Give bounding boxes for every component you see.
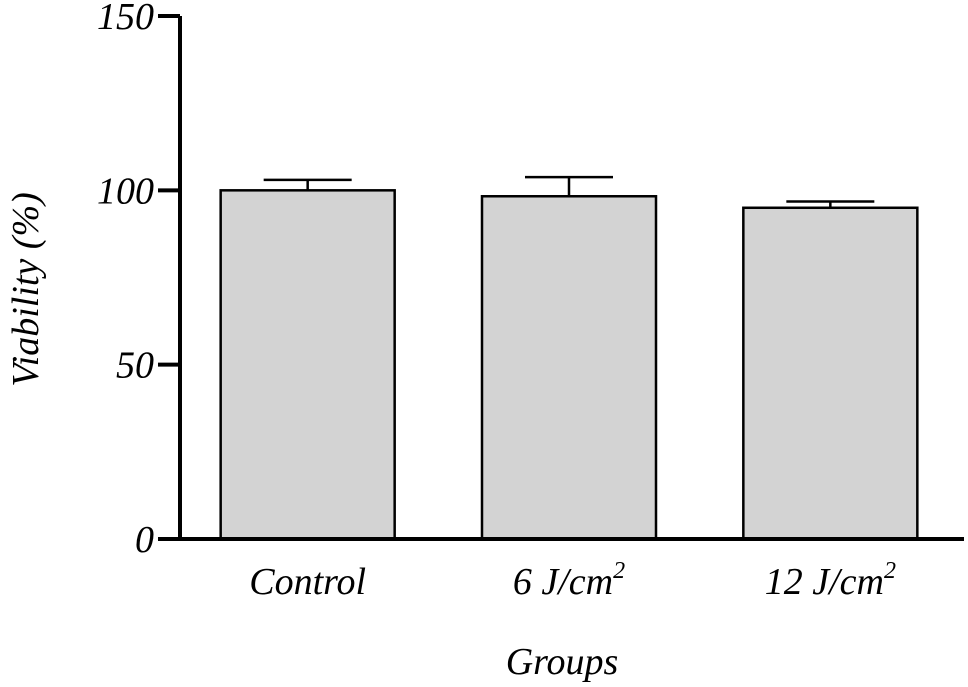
y-axis-title: Viability (%) bbox=[5, 192, 47, 387]
bar bbox=[219, 189, 396, 541]
x-axis-title: Groups bbox=[506, 641, 619, 683]
y-ticks-group: 0 50 100 150 bbox=[97, 0, 180, 561]
x-tick-label: Control bbox=[249, 561, 366, 603]
bar bbox=[742, 206, 919, 541]
y-tick-label: 0 bbox=[135, 519, 154, 561]
x-tick-label: 12 J/cm2 bbox=[765, 558, 896, 603]
y-tick-label: 50 bbox=[116, 345, 154, 387]
axes-group bbox=[178, 16, 964, 541]
error-bars-group bbox=[263, 175, 875, 208]
y-tick-label: 150 bbox=[97, 0, 154, 38]
x-tick-label: 6 J/cm2 bbox=[513, 558, 625, 603]
bar bbox=[480, 195, 658, 541]
y-tick-label: 100 bbox=[97, 170, 154, 212]
x-labels-group: Control 6 J/cm2 12 J/cm2 bbox=[249, 558, 896, 603]
bars-group bbox=[219, 189, 919, 541]
